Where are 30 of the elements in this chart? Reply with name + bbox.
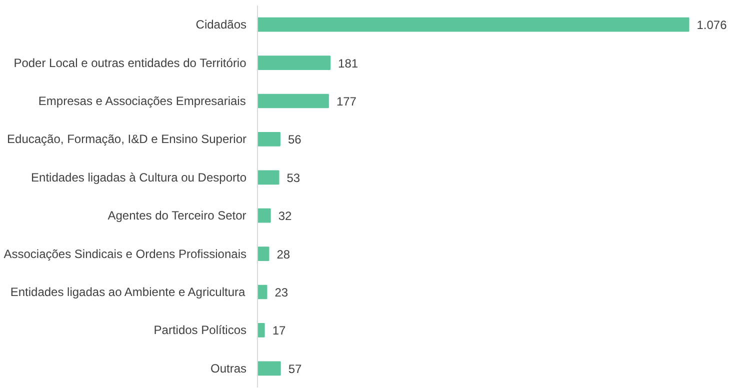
y-tick-label: Associações Sindicais e Ordens Profissionais — [4, 246, 247, 261]
bar — [258, 132, 280, 146]
y-tick-label: Poder Local e outras entidades do Território — [14, 56, 247, 70]
data-label: 177 — [336, 94, 357, 108]
y-tick-label: Cidadãos — [196, 18, 246, 32]
data-label: 181 — [338, 56, 358, 70]
data-label: 32 — [278, 209, 292, 224]
data-label: 53 — [286, 170, 300, 185]
bar — [258, 94, 329, 108]
y-tick-label: Entidades ligadas ao Ambiente e Agricultura — [10, 285, 246, 299]
bar — [258, 323, 265, 338]
y-tick-label: Outras — [210, 361, 247, 376]
data-label: 23 — [274, 286, 288, 300]
y-tick-label: Empresas e Associações Empresariais — [38, 94, 246, 108]
y-tick-label: Partidos Políticos — [154, 323, 247, 338]
y-tick-label: Educação, Formação, I&D e Ensino Superior — [7, 132, 247, 146]
data-label: 1.076 — [696, 18, 728, 32]
y-tick-label: Agentes do Terceiro Setor — [108, 208, 246, 223]
bar — [258, 246, 270, 261]
bar — [258, 170, 280, 185]
bar — [258, 17, 690, 32]
data-label: 28 — [276, 247, 290, 262]
bar — [258, 361, 281, 376]
data-label: 56 — [288, 132, 302, 147]
bar — [258, 56, 331, 70]
bar — [258, 208, 271, 223]
bar — [258, 284, 268, 300]
data-label: 57 — [288, 362, 302, 376]
data-label: 17 — [272, 324, 286, 338]
y-tick-label: Entidades ligadas à Cultura ou Desporto — [31, 170, 247, 184]
